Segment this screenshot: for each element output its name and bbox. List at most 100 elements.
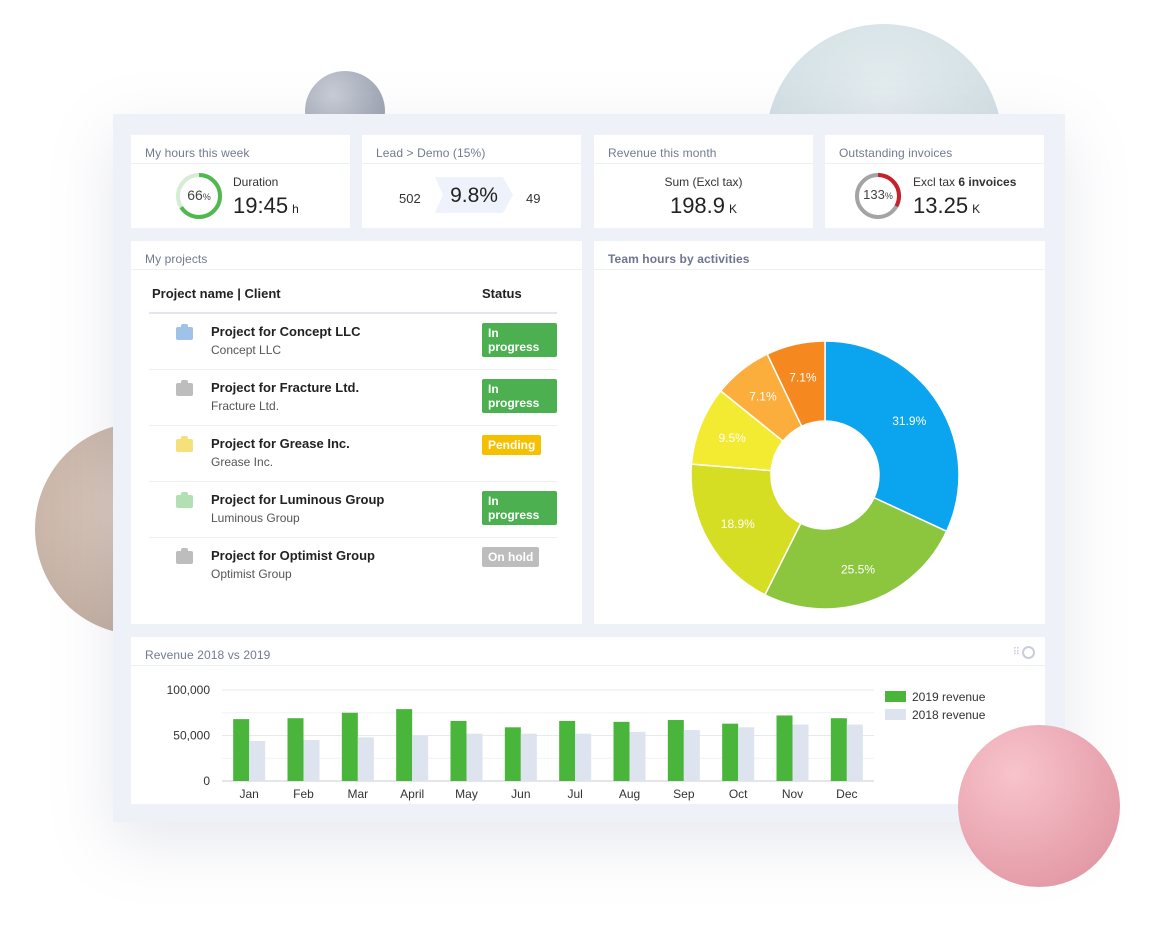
bar-2018[interactable] bbox=[412, 735, 429, 782]
card-divider bbox=[131, 269, 582, 270]
conversion-arrow-shape bbox=[435, 177, 513, 213]
x-tick-label: Oct bbox=[729, 787, 748, 801]
bar-2019[interactable] bbox=[287, 718, 304, 781]
project-name[interactable]: Project for Luminous Group bbox=[211, 492, 385, 507]
status-badge: On hold bbox=[482, 547, 540, 567]
folder-icon bbox=[176, 324, 193, 340]
project-name[interactable]: Project for Optimist Group bbox=[211, 548, 375, 563]
bar-2018[interactable] bbox=[738, 727, 755, 781]
lead-count: 502 bbox=[399, 191, 421, 206]
bar-2019[interactable] bbox=[559, 720, 576, 781]
x-tick-label: Mar bbox=[347, 787, 368, 801]
card-divider bbox=[825, 163, 1044, 164]
bar-2018[interactable] bbox=[683, 730, 700, 781]
project-name[interactable]: Project for Fracture Ltd. bbox=[211, 380, 360, 395]
x-tick-label: Jul bbox=[567, 787, 582, 801]
card-divider bbox=[131, 163, 350, 164]
card-title: Revenue this month bbox=[608, 146, 717, 160]
bar-2018[interactable] bbox=[520, 733, 537, 781]
revenue-chart-card: Revenue 2018 vs 2019 ⠿ 100,000 50,000 0 Jan… bbox=[131, 637, 1045, 804]
bar-2018[interactable] bbox=[846, 724, 863, 781]
team-hours-donut-chart[interactable]: 31.9% 25.5% 18.9% 9.5% 7.1% 7.1% bbox=[594, 271, 1045, 621]
bar-2019[interactable] bbox=[233, 719, 250, 781]
drag-handle-icon[interactable]: ⠿ bbox=[1012, 647, 1020, 658]
project-row[interactable]: Project for Fracture Ltd. Fracture Ltd. In… bbox=[149, 370, 557, 426]
ring-progress bbox=[176, 173, 222, 219]
client-name: Fracture Ltd. bbox=[211, 399, 280, 413]
bar-2019[interactable] bbox=[341, 712, 358, 781]
bar-2018[interactable] bbox=[357, 737, 374, 781]
revenue-this-month-card[interactable]: Revenue this month Sum (Excl tax) 198.9 K bbox=[594, 135, 813, 228]
x-tick-label: Sep bbox=[673, 787, 695, 801]
pie-slice-label: 18.9% bbox=[721, 517, 755, 531]
duration-value: 19:45 h bbox=[233, 193, 299, 218]
bar-2018[interactable] bbox=[792, 724, 809, 781]
project-row[interactable]: Project for Luminous Group Luminous Group… bbox=[149, 482, 557, 538]
bar-2018[interactable] bbox=[466, 733, 483, 781]
legend-item[interactable]: 2019 revenue bbox=[885, 690, 985, 704]
client-name: Luminous Group bbox=[211, 511, 300, 525]
folder-icon bbox=[176, 380, 193, 396]
ring-overflow bbox=[855, 173, 901, 219]
bar-2019[interactable] bbox=[613, 721, 630, 781]
bar-2018[interactable] bbox=[249, 740, 266, 781]
legend-item[interactable]: 2018 revenue bbox=[885, 708, 985, 722]
bar-2019[interactable] bbox=[830, 718, 847, 781]
pie-slice-label: 9.5% bbox=[718, 431, 746, 445]
x-tick-label: Jan bbox=[239, 787, 258, 801]
lead-demo-card[interactable]: Lead > Demo (15%) 502 9.8% 49 bbox=[362, 135, 581, 228]
project-row[interactable]: Project for Concept LLC Concept LLC In pro… bbox=[149, 314, 557, 370]
card-title: My projects bbox=[145, 252, 208, 266]
card-title: My hours this week bbox=[145, 146, 250, 160]
bar-2018[interactable] bbox=[303, 740, 320, 781]
folder-icon bbox=[176, 436, 193, 452]
gear-icon[interactable] bbox=[1022, 646, 1035, 659]
pie-slice[interactable] bbox=[824, 340, 960, 533]
revenue-bar-chart[interactable]: 100,000 50,000 0 Jan Feb Mar April May Jun Jul Aug… bbox=[131, 677, 1045, 802]
my-projects-card: My projects Project name | Client Status… bbox=[131, 241, 582, 624]
row-divider bbox=[149, 537, 557, 538]
project-row[interactable]: Project for Optimist Group Optimist Group… bbox=[149, 538, 557, 594]
hours-progress-ring bbox=[176, 173, 222, 219]
card-title: Outstanding invoices bbox=[839, 146, 953, 160]
row-divider bbox=[149, 481, 557, 482]
pie-slice[interactable] bbox=[766, 340, 826, 428]
bar-2018[interactable] bbox=[575, 733, 592, 781]
bar-2019[interactable] bbox=[504, 727, 521, 781]
pie-slice-label: 31.9% bbox=[892, 414, 926, 428]
x-tick-label: Feb bbox=[293, 787, 314, 801]
team-hours-card: Team hours by activities 31.9% 25.5% 18.9%… bbox=[594, 241, 1045, 624]
column-header-status[interactable]: Status bbox=[482, 286, 522, 301]
bar-2018[interactable] bbox=[629, 731, 646, 781]
pie-slice[interactable] bbox=[763, 496, 948, 610]
folder-icon bbox=[176, 548, 193, 564]
client-name: Optimist Group bbox=[211, 567, 292, 581]
project-name[interactable]: Project for Grease Inc. bbox=[211, 436, 350, 451]
row-divider bbox=[149, 369, 557, 370]
y-tick-label: 100,000 bbox=[167, 683, 211, 697]
revenue-value: 198.9 K bbox=[669, 193, 738, 218]
hours-this-week-card[interactable]: My hours this week 66% Duration 19:45 h bbox=[131, 135, 350, 228]
bar-2019[interactable] bbox=[722, 723, 739, 781]
bar-2019[interactable] bbox=[450, 720, 467, 781]
invoices-progress-ring bbox=[855, 173, 901, 219]
project-row[interactable]: Project for Grease Inc. Grease Inc. Pendin… bbox=[149, 426, 557, 482]
conversion-rate: 9.8% bbox=[450, 184, 498, 207]
legend-swatch bbox=[885, 709, 906, 720]
project-name[interactable]: Project for Concept LLC bbox=[211, 324, 361, 339]
bar-2019[interactable] bbox=[396, 709, 413, 781]
hours-percent: 66% bbox=[187, 187, 211, 203]
outstanding-invoices-card[interactable]: Outstanding invoices 133% Excl tax 6 inv… bbox=[825, 135, 1044, 228]
bar-2019[interactable] bbox=[667, 720, 684, 781]
x-tick-label: April bbox=[400, 787, 424, 801]
bar-2019[interactable] bbox=[776, 715, 793, 781]
card-divider bbox=[594, 163, 813, 164]
column-header-project[interactable]: Project name | Client bbox=[152, 286, 281, 301]
invoices-label: Excl tax 6 invoices bbox=[913, 175, 1017, 189]
card-title: Lead > Demo (15%) bbox=[376, 146, 486, 160]
demo-count: 49 bbox=[526, 191, 541, 206]
pie-slice[interactable] bbox=[690, 463, 802, 596]
pie-slice-label: 7.1% bbox=[749, 390, 777, 404]
row-divider bbox=[149, 425, 557, 426]
legend-label: 2019 revenue bbox=[912, 690, 986, 704]
